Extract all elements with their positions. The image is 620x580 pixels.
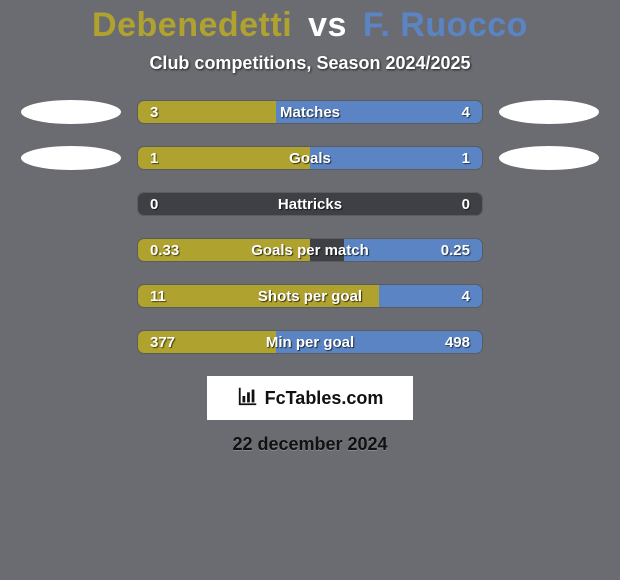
stat-value-player1: 1 [150, 147, 158, 169]
stat-value-player2: 1 [462, 147, 470, 169]
stat-row: 34Matches [0, 100, 620, 124]
date-text: 22 december 2024 [0, 434, 620, 455]
brand-text: FcTables.com [265, 388, 384, 409]
stat-value-player2: 0 [462, 193, 470, 215]
stat-value-player1: 0 [150, 193, 158, 215]
stat-value-player2: 4 [462, 285, 470, 307]
stat-bar: 34Matches [137, 100, 483, 124]
bar-fill-player2 [276, 101, 482, 123]
stat-bar: 114Shots per goal [137, 284, 483, 308]
stat-bar: 0.330.25Goals per match [137, 238, 483, 262]
player1-name: Debenedetti [92, 6, 292, 44]
stat-row: 11Goals [0, 146, 620, 170]
comparison-card: Debenedetti vs F. Ruocco Club competitio… [0, 0, 620, 580]
brand-badge: FcTables.com [207, 376, 413, 420]
bar-fill-player1 [138, 101, 276, 123]
stat-value-player2: 4 [462, 101, 470, 123]
stat-bar: 11Goals [137, 146, 483, 170]
stat-value-player1: 3 [150, 101, 158, 123]
stat-label: Hattricks [138, 193, 482, 215]
player1-badge-placeholder [21, 100, 121, 124]
stat-value-player2: 0.25 [441, 239, 470, 261]
bar-fill-player1 [138, 147, 310, 169]
player2-badge-placeholder [499, 146, 599, 170]
chart-icon [237, 385, 259, 412]
stat-bar: 0 0Hattricks [137, 192, 483, 216]
stat-value-player2: 498 [445, 331, 470, 353]
stat-bar: 377498Min per goal [137, 330, 483, 354]
player2-name: F. Ruocco [363, 6, 528, 44]
vs-text: vs [308, 6, 347, 44]
stat-value-player1: 377 [150, 331, 175, 353]
subtitle: Club competitions, Season 2024/2025 [0, 53, 620, 74]
player2-badge-placeholder [499, 100, 599, 124]
stat-row: 377498Min per goal [0, 330, 620, 354]
stats-container: 34Matches11Goals00Hattricks0.330.25Goals… [0, 100, 620, 354]
stat-row: 0.330.25Goals per match [0, 238, 620, 262]
bar-fill-player2 [310, 147, 482, 169]
stat-row: 114Shots per goal [0, 284, 620, 308]
bar-fill-player1 [138, 285, 413, 307]
page-title: Debenedetti vs F. Ruocco [0, 6, 620, 45]
stat-row: 0 0Hattricks [0, 192, 620, 216]
stat-value-player1: 11 [150, 285, 166, 307]
stat-value-player1: 0.33 [150, 239, 179, 261]
player1-badge-placeholder [21, 146, 121, 170]
